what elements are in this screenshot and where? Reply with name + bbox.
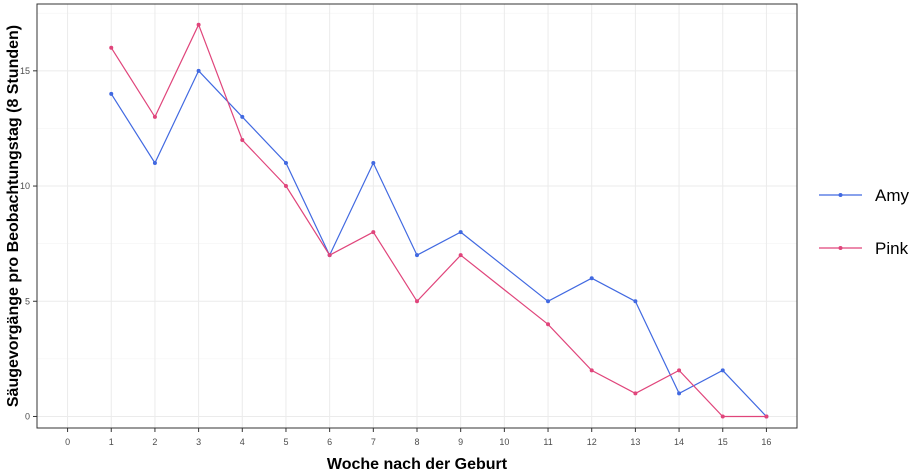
data-point-amy (371, 161, 376, 165)
x-tick-label: 7 (371, 437, 376, 447)
y-tick-label: 5 (25, 296, 30, 306)
x-tick-label: 15 (718, 437, 728, 447)
x-tick-label: 1 (109, 437, 114, 447)
data-point-pink (546, 322, 551, 327)
data-point-amy (677, 391, 682, 396)
data-point-pink (327, 253, 332, 258)
x-tick-label: 16 (761, 437, 771, 447)
data-point-amy (415, 253, 419, 258)
y-tick-label: 0 (25, 411, 30, 421)
data-point-pink (152, 114, 157, 119)
legend-label: Pink (875, 239, 909, 258)
x-tick-label: 9 (458, 437, 463, 447)
data-point-amy (546, 299, 551, 304)
data-point-pink (677, 368, 682, 373)
data-point-pink (283, 184, 288, 189)
data-point-amy (458, 230, 463, 235)
data-point-amy (152, 161, 157, 165)
data-point-pink (240, 137, 245, 142)
legend: Amy Pink (819, 186, 910, 258)
x-tick-label: 14 (674, 437, 684, 447)
x-tick-label: 8 (414, 437, 419, 447)
x-tick-label: 11 (543, 437, 552, 447)
grid-lines (37, 4, 797, 428)
data-point-pink (764, 414, 769, 419)
x-tick-label: 4 (240, 437, 245, 447)
data-point-pink (589, 368, 594, 373)
data-point-amy (240, 114, 245, 119)
x-axis-title: Woche nach der Geburt (327, 456, 508, 473)
legend-key-point (838, 246, 843, 250)
data-point-pink (458, 253, 463, 258)
data-point-pink (720, 414, 725, 419)
data-point-amy (283, 161, 288, 165)
data-point-pink (196, 22, 201, 27)
data-point-pink (371, 230, 376, 235)
data-point-pink (633, 391, 638, 396)
x-tick-label: 10 (499, 437, 509, 447)
x-tick-label: 5 (283, 437, 288, 447)
x-tick-label: 0 (65, 437, 70, 447)
legend-label: Amy (875, 186, 910, 205)
data-point-pink (109, 45, 114, 50)
data-point-amy (720, 368, 725, 373)
series-lines (109, 22, 769, 419)
data-point-amy (589, 276, 594, 281)
data-point-pink (415, 299, 419, 304)
y-axis-title: Säugevorgänge pro Beobachtungstag (8 Stu… (5, 25, 22, 407)
y-tick-label: 10 (20, 181, 30, 191)
data-point-amy (196, 68, 201, 73)
x-tick-label: 3 (196, 437, 201, 447)
x-tick-label: 6 (327, 437, 332, 447)
data-point-amy (633, 299, 638, 304)
series-line-pink (110, 23, 767, 418)
x-tick-label: 2 (152, 437, 157, 447)
y-tick-label: 15 (20, 66, 30, 76)
x-tick-label: 12 (587, 437, 597, 447)
legend-key-point (838, 193, 843, 197)
x-tick-label: 13 (630, 437, 640, 447)
data-point-amy (109, 91, 114, 96)
